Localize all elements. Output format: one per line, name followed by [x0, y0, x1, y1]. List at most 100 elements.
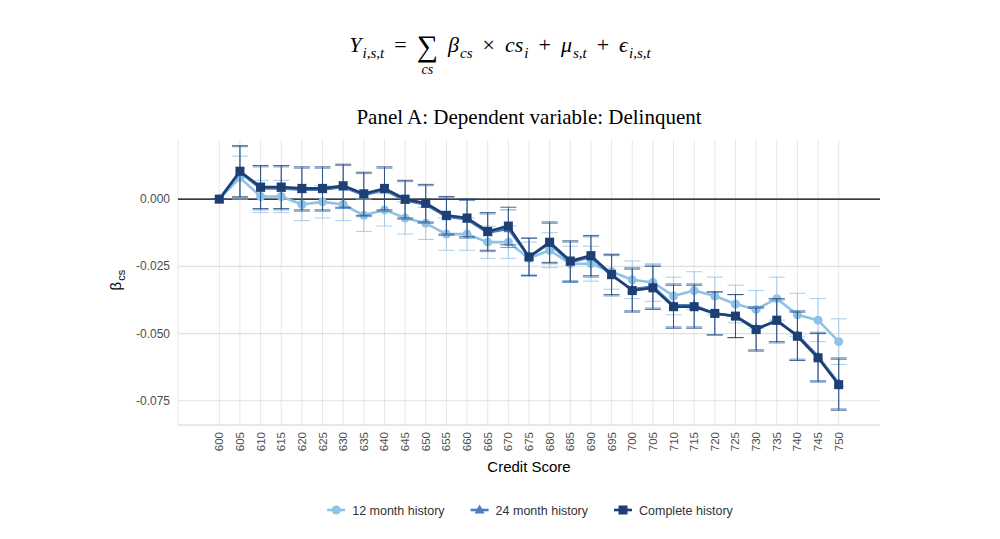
x-tick-label: 610	[255, 432, 267, 451]
data-point	[483, 227, 492, 236]
data-point	[525, 252, 534, 261]
error-bar-cap	[500, 207, 516, 208]
x-tick-label: 750	[833, 432, 845, 451]
error-bar-cap	[645, 265, 661, 266]
data-point	[401, 195, 410, 204]
x-tick-label: 730	[750, 432, 762, 451]
series	[211, 147, 846, 409]
data-point	[834, 337, 843, 346]
error-bar-cap	[562, 281, 578, 282]
error-bar-cap	[583, 281, 599, 282]
error-bar-cap	[789, 312, 805, 313]
error-bar-cap	[459, 236, 475, 237]
data-point	[814, 353, 823, 362]
chart: Yi,s,t=∑csβcs×csi+μs,t+ϵi,s,tPanel A: De…	[0, 0, 1000, 539]
y-axis-title-sub: cs	[115, 269, 127, 281]
background	[0, 0, 1000, 539]
error-bar-cap	[438, 235, 454, 236]
error-bar-cap	[480, 212, 496, 213]
x-tick-label: 660	[461, 432, 473, 451]
error-bar-cap	[727, 337, 743, 338]
legend-label: 12 month history	[352, 504, 445, 518]
x-grid-line	[405, 140, 406, 425]
error-bar-cap	[480, 251, 496, 252]
x-tick-label: 700	[626, 432, 638, 451]
formula-subscript: s,t	[573, 45, 588, 61]
error-bar-cap	[748, 306, 764, 307]
error-bar-cap	[769, 341, 785, 342]
x-grid-line	[590, 140, 591, 425]
data-point	[214, 194, 224, 203]
error-bar-cap	[707, 291, 723, 292]
x-tick-label: 740	[791, 432, 803, 451]
error-bar-cap	[769, 298, 785, 299]
error-bar-cap	[376, 209, 392, 210]
data-point	[586, 251, 595, 260]
x-grid-line	[549, 140, 550, 425]
x-tick-label: 650	[420, 432, 432, 451]
error-bar-cap	[583, 277, 599, 278]
data-point	[524, 251, 534, 260]
error-bar-cap	[315, 166, 331, 167]
error-bar-cap	[645, 263, 661, 264]
x-tick-label: 605	[234, 432, 246, 451]
data-point	[607, 270, 616, 279]
error-bar-cap	[769, 277, 785, 278]
error-bar-cap	[521, 275, 537, 276]
x-grid-line	[797, 140, 798, 425]
error-bar-cap	[521, 238, 537, 239]
series-line	[219, 171, 838, 384]
error-bar-cap	[438, 250, 454, 251]
x-tick-label: 635	[358, 432, 370, 451]
error-bar-cap	[232, 145, 248, 146]
x-tick-label: 735	[771, 432, 783, 451]
error-bar-cap	[521, 238, 537, 239]
data-point	[441, 211, 451, 220]
legend-label: 24 month history	[496, 504, 589, 518]
data-point	[607, 270, 617, 279]
data-point	[504, 222, 513, 231]
data-point	[566, 256, 575, 265]
data-point	[483, 227, 493, 236]
error-bar-cap	[645, 266, 661, 267]
error-bar-cap	[707, 334, 723, 335]
x-grid-line	[487, 140, 488, 425]
error-bar-cap	[789, 310, 805, 311]
data-point	[442, 211, 451, 220]
error-bar-cap	[459, 238, 475, 239]
x-grid-line	[714, 140, 715, 425]
error-bar	[542, 222, 558, 262]
error-bar-cap	[273, 212, 289, 213]
error-bar-cap	[542, 262, 558, 263]
legend-item: 12 month history	[327, 504, 445, 518]
x-tick-label: 720	[709, 432, 721, 451]
error-bar-cap	[294, 220, 310, 221]
error-bar-cap	[562, 281, 578, 282]
error-bar-cap	[624, 260, 640, 261]
error-bar-cap	[831, 357, 847, 358]
x-grid-line	[756, 140, 757, 425]
error-bar	[521, 238, 537, 276]
error-bar-cap	[604, 294, 620, 295]
error-bar-cap	[418, 239, 434, 240]
error-bar-cap	[769, 342, 785, 343]
error-bar-cap	[810, 333, 826, 334]
error-bar-cap	[583, 235, 599, 236]
data-point	[276, 183, 286, 192]
error-bar-cap	[707, 334, 723, 335]
formula-part: ×	[483, 32, 495, 57]
error-bar-cap	[294, 211, 310, 212]
data-point	[730, 311, 740, 320]
error-bar-cap	[438, 234, 454, 235]
error-bar-cap	[335, 220, 351, 221]
error-bar	[748, 308, 764, 351]
error-bar	[831, 359, 847, 410]
data-point	[318, 184, 328, 193]
x-tick-label: 680	[544, 432, 556, 451]
data-point	[359, 190, 369, 199]
series	[211, 146, 846, 411]
data-point	[586, 251, 596, 260]
error-bar-cap	[604, 254, 620, 255]
error-bar	[521, 238, 537, 276]
error-bar	[480, 213, 496, 251]
